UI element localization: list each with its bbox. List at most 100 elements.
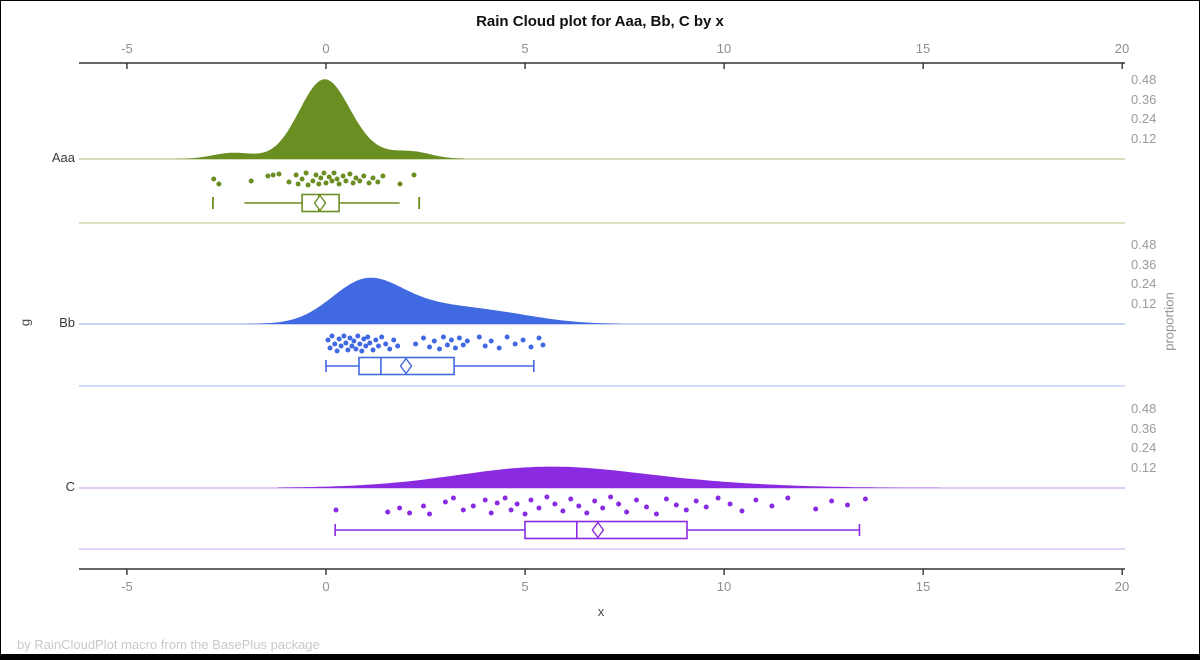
rain-point-C [785, 495, 791, 501]
rain-point-C [502, 495, 508, 501]
rain-point-C [442, 499, 448, 505]
proportion-tick-label: 0.24 [1131, 111, 1157, 126]
rain-point-Bb [379, 334, 385, 340]
rain-point-Bb [332, 341, 338, 347]
rain-point-C [450, 495, 456, 501]
rain-point-Bb [540, 342, 546, 348]
rain-point-Bb [376, 343, 381, 349]
proportion-tick-label: 0.12 [1131, 460, 1157, 475]
rain-point-C [522, 511, 528, 517]
rain-point-C [333, 507, 339, 513]
rain-point-C [385, 509, 391, 515]
rain-point-Bb [338, 343, 344, 349]
rain-point-C [552, 501, 558, 507]
rain-point-Aaa [357, 178, 363, 184]
rain-point-Aaa [211, 176, 217, 182]
rain-point-Aaa [397, 181, 403, 187]
category-label-C: C [65, 479, 75, 494]
rain-point-Aaa [370, 175, 376, 181]
rain-point-Aaa [293, 172, 299, 178]
rain-point-Bb [448, 337, 454, 343]
x-tick-label-top: 10 [716, 41, 732, 56]
rain-point-Bb [343, 340, 349, 346]
rain-point-Bb [528, 344, 534, 350]
rain-point-Bb [367, 340, 373, 346]
rain-point-C [528, 497, 534, 503]
rain-point-C [470, 503, 476, 509]
density-cloud-Aaa [174, 79, 466, 159]
rain-point-C [673, 502, 679, 508]
rain-point-C [653, 511, 659, 517]
rain-point-Bb [345, 347, 351, 353]
rain-point-C [584, 510, 590, 516]
proportion-tick-label: 0.24 [1131, 440, 1157, 455]
x-tick-label-bottom: 20 [1114, 579, 1130, 594]
rain-point-C [683, 507, 689, 513]
rain-point-C [608, 494, 614, 500]
rain-point-Aaa [411, 172, 417, 178]
proportion-tick-label: 0.36 [1131, 92, 1157, 107]
rain-point-Aaa [366, 180, 372, 186]
x-tick-label-top: 15 [915, 41, 931, 56]
box-C [524, 520, 688, 540]
x-tick-label-bottom: 10 [716, 579, 732, 594]
rain-point-Bb [373, 337, 379, 343]
rain-point-C [862, 496, 868, 502]
rain-point-C [482, 497, 488, 503]
rain-point-Aaa [347, 171, 353, 177]
rain-point-Aaa [276, 171, 282, 177]
rain-point-Bb [351, 338, 357, 344]
rain-point-Bb [359, 348, 365, 354]
rain-point-Bb [421, 335, 426, 341]
rain-point-Aaa [316, 181, 322, 187]
rain-point-Aaa [323, 180, 329, 186]
proportion-tick-label: 0.48 [1131, 237, 1157, 252]
rain-point-C [397, 505, 403, 511]
rain-point-Bb [327, 345, 333, 351]
rain-point-C [600, 505, 606, 511]
footer-credit: by RainCloudPlot macro from the BasePlus… [17, 637, 320, 652]
density-cloud-C [278, 466, 940, 488]
proportion-tick-label: 0.36 [1131, 421, 1157, 436]
rain-point-Bb [464, 338, 470, 344]
rain-point-C [592, 498, 598, 504]
proportion-tick-label: 0.36 [1131, 257, 1157, 272]
rain-point-C [644, 504, 649, 510]
rain-point-Bb [520, 337, 526, 343]
proportion-tick-label: 0.12 [1131, 296, 1157, 311]
rain-point-Bb [336, 336, 342, 342]
x-tick-label-bottom: 15 [915, 579, 931, 594]
rain-point-Aaa [270, 172, 276, 178]
rain-point-Bb [456, 335, 462, 341]
rain-point-Aaa [310, 178, 316, 184]
proportion-tick-label: 0.12 [1131, 131, 1157, 146]
rain-point-C [407, 510, 413, 516]
rain-point-C [514, 501, 520, 507]
x-tick-label-top: 5 [521, 41, 529, 56]
chart-title: Rain Cloud plot for Aaa, Bb, C by x [476, 13, 724, 30]
proportion-tick-label: 0.48 [1131, 72, 1157, 87]
rain-point-Bb [387, 346, 393, 352]
rain-point-C [693, 498, 699, 504]
rain-point-Aaa [329, 178, 335, 184]
density-cloud-Bb [246, 277, 621, 324]
rain-point-Bb [431, 338, 437, 344]
rain-point-Bb [512, 341, 518, 347]
mean-diamond-Bb [399, 357, 413, 375]
rain-point-C [727, 501, 733, 507]
rain-point-C [616, 501, 622, 507]
rain-point-C [845, 502, 850, 508]
rain-point-Bb [395, 343, 401, 349]
rain-point-C [739, 508, 745, 514]
x-tick-label-bottom: -5 [121, 579, 133, 594]
mean-diamond-Aaa [313, 194, 327, 212]
rain-point-C [544, 494, 550, 500]
y-axis-label-proportion: proportion [1161, 292, 1177, 351]
rain-point-Aaa [295, 181, 301, 187]
rain-point-Bb [444, 342, 450, 348]
rain-point-Bb [353, 346, 359, 352]
rain-point-Aaa [380, 173, 386, 179]
rain-point-Bb [482, 343, 488, 349]
